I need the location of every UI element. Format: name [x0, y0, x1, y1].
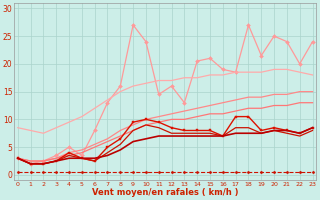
X-axis label: Vent moyen/en rafales ( km/h ): Vent moyen/en rafales ( km/h )	[92, 188, 238, 197]
